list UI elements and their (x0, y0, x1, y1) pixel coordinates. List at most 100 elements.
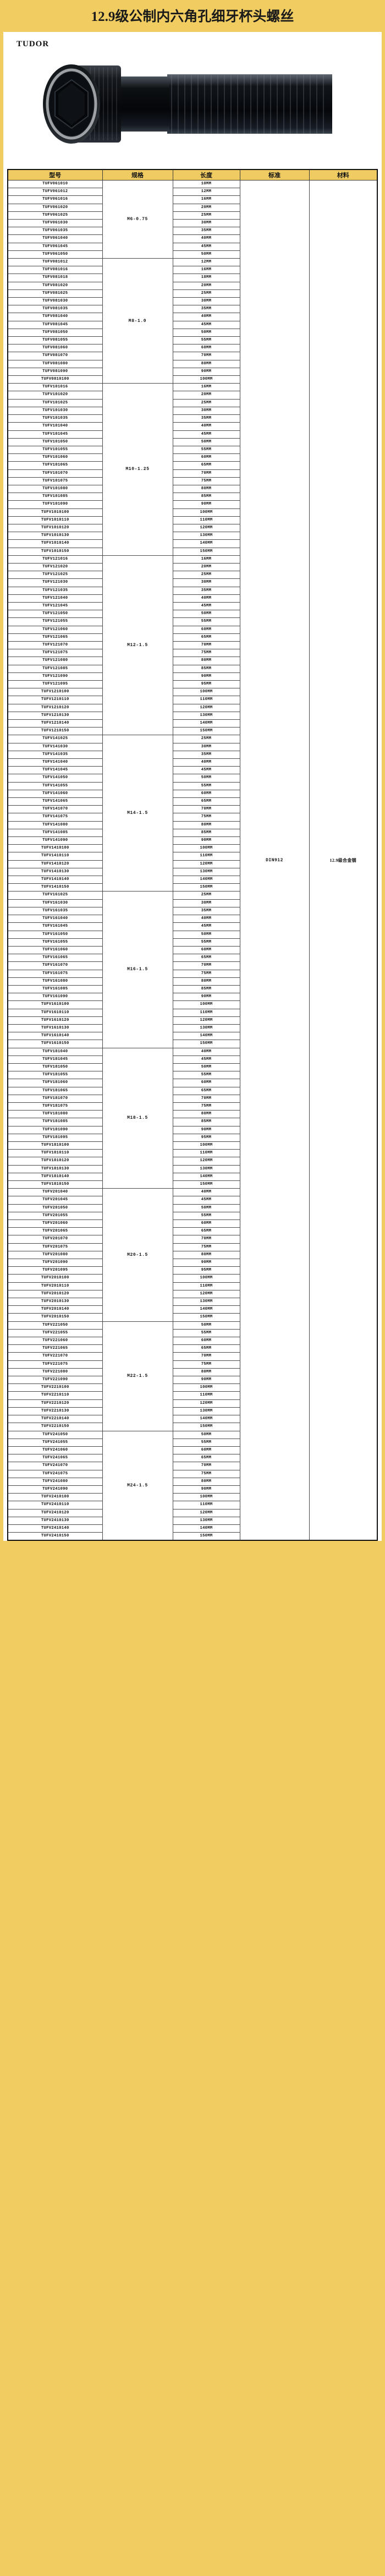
table-row: TUFV201065 65MM (7, 1227, 377, 1236)
cell-spec: M22-1.5 (102, 1321, 173, 1431)
cell-length: 120MM (172, 1508, 240, 1517)
cell-model: TUFV061012 (7, 188, 103, 196)
cell-model: TUFV141075 (7, 813, 103, 822)
cell-length: 100MM (172, 844, 240, 853)
table-row: TUFV1610150 150MM (7, 1040, 377, 1048)
cell-model: TUFV101045 (7, 430, 103, 439)
cell-length: 110MM (172, 1149, 240, 1158)
cell-model: TUFV101055 (7, 445, 103, 455)
table-row: TUFV141080 80MM (7, 821, 377, 829)
cell-length: 120MM (172, 1289, 240, 1299)
cell-length: 50MM (172, 1321, 240, 1330)
cell-length: 55MM (172, 1211, 240, 1221)
cell-model: TUFV1210130 (7, 711, 103, 720)
table-row: TUFV1010140 140MM (7, 539, 377, 548)
cell-length: 60MM (172, 1219, 240, 1228)
table-row: TUFV061030 30MM (7, 219, 377, 228)
cell-model: TUFV141090 (7, 836, 103, 845)
cell-model: TUFV081018 (7, 274, 103, 282)
table-row: TUFV101030 30MM (7, 406, 377, 415)
cell-length: 70MM (172, 1235, 240, 1244)
cell-model: TUFV201095 (7, 1266, 103, 1275)
table-row: TUFV1410130 130MM (7, 867, 377, 877)
cell-length: 130MM (172, 1407, 240, 1416)
table-row: TUFV161050 50MM (7, 930, 377, 939)
table-row: TUFV081018 18MM (7, 274, 377, 282)
cell-model: TUFV141060 (7, 789, 103, 798)
cell-model: TUFV181085 (7, 1118, 103, 1126)
cell-length: 110MM (172, 852, 240, 861)
cell-length: 40MM (172, 594, 240, 603)
cell-length: 70MM (172, 469, 240, 478)
cell-length: 100MM (172, 1274, 240, 1283)
cell-length: 80MM (172, 657, 240, 665)
table-row: TUFV1610100 100MM (7, 1000, 377, 1009)
table-row: TUFV161035 35MM (7, 906, 377, 916)
table-row: TUFV201060 60MM (7, 1219, 377, 1228)
cell-model: TUFV221050 (7, 1321, 103, 1330)
table-row: TUFV181060 60MM (7, 1079, 377, 1087)
cell-spec: M10-1.25 (102, 383, 173, 556)
cell-model: TUFV1210120 (7, 703, 103, 712)
table-row: TUFV1210150 150MM (7, 727, 377, 736)
cell-model: TUFV161025 (7, 891, 103, 900)
cell-model: TUFV2410140 (7, 1524, 103, 1533)
cell-model: TUFV221070 (7, 1352, 103, 1361)
table-row: TUFV081055 55MM (7, 336, 377, 345)
table-row: TUFV1810120 120MM (7, 1157, 377, 1166)
table-row: TUFV241090 90MM (7, 1485, 377, 1494)
cell-model: TUFV141070 (7, 805, 103, 814)
cell-model: TUFV201075 (7, 1243, 103, 1251)
table-row: TUFV101016 M10-1.25 16MM (7, 383, 377, 556)
table-row: TUFV2410110 110MM (7, 1501, 377, 1509)
table-row: TUFV101065 65MM (7, 461, 377, 470)
cell-model: TUFV1010100 (7, 508, 103, 517)
table-row: TUFV081016 16MM (7, 266, 377, 275)
table-row: TUFV1410150 150MM (7, 883, 377, 892)
cell-model: TUFV081080 (7, 359, 103, 368)
cell-length: 140MM (172, 1172, 240, 1182)
table-row: TUFV081012 M8-1.0 12MM (7, 258, 377, 384)
cell-model: TUFV161075 (7, 969, 103, 978)
table-row: TUFV1210130 130MM (7, 711, 377, 720)
cell-length: 55MM (172, 1071, 240, 1080)
cell-length: 140MM (172, 1524, 240, 1533)
cell-length: 60MM (172, 1079, 240, 1087)
cell-model: TUFV101035 (7, 414, 103, 423)
cell-model: TUFV1410120 (7, 860, 103, 868)
cell-length: 70MM (172, 1352, 240, 1361)
cell-spec: M24-1.5 (102, 1430, 173, 1541)
table-row: TUFV121070 70MM (7, 641, 377, 650)
cell-length: 25MM (172, 211, 240, 220)
cell-length: 100MM (172, 688, 240, 697)
cell-length: 130MM (172, 1516, 240, 1525)
cell-model: TUFV121020 (7, 562, 103, 572)
cell-length: 100MM (172, 375, 240, 384)
table-row: TUFV241050 M24-1.5 50MM (7, 1430, 377, 1541)
table-row: TUFV141040 40MM (7, 758, 377, 767)
cell-model: TUFV101025 (7, 398, 103, 407)
cell-model: TUFV2410150 (7, 1532, 103, 1541)
cell-length: 90MM (172, 367, 240, 376)
cell-length: 70MM (172, 1462, 240, 1470)
cell-length: 85MM (172, 493, 240, 501)
table-row: TUFV181050 50MM (7, 1063, 377, 1072)
table-row: TUFV101020 20MM (7, 391, 377, 400)
cell-model: TUFV141055 (7, 781, 103, 790)
cell-model: TUFV161065 (7, 954, 103, 962)
cell-model: TUFV121045 (7, 601, 103, 611)
cell-model: TUFV081055 (7, 336, 103, 345)
cell-model: TUFV221075 (7, 1360, 103, 1369)
table-row: TUFV2410140 140MM (7, 1524, 377, 1533)
table-row: TUFV1410110 110MM (7, 852, 377, 861)
cell-length: 45MM (172, 242, 240, 251)
cell-length: 140MM (172, 719, 240, 728)
cell-length: 80MM (172, 821, 240, 829)
table-row: TUFV161070 70MM (7, 961, 377, 970)
cell-model: TUFV1010120 (7, 523, 103, 533)
cell-model: TUFV081045 (7, 320, 103, 329)
cell-model: TUFV1610130 (7, 1024, 103, 1033)
cell-spec: M18-1.5 (102, 1047, 173, 1189)
cell-model: TUFV181040 (7, 1047, 103, 1056)
table-row: TUFV061025 25MM (7, 211, 377, 220)
